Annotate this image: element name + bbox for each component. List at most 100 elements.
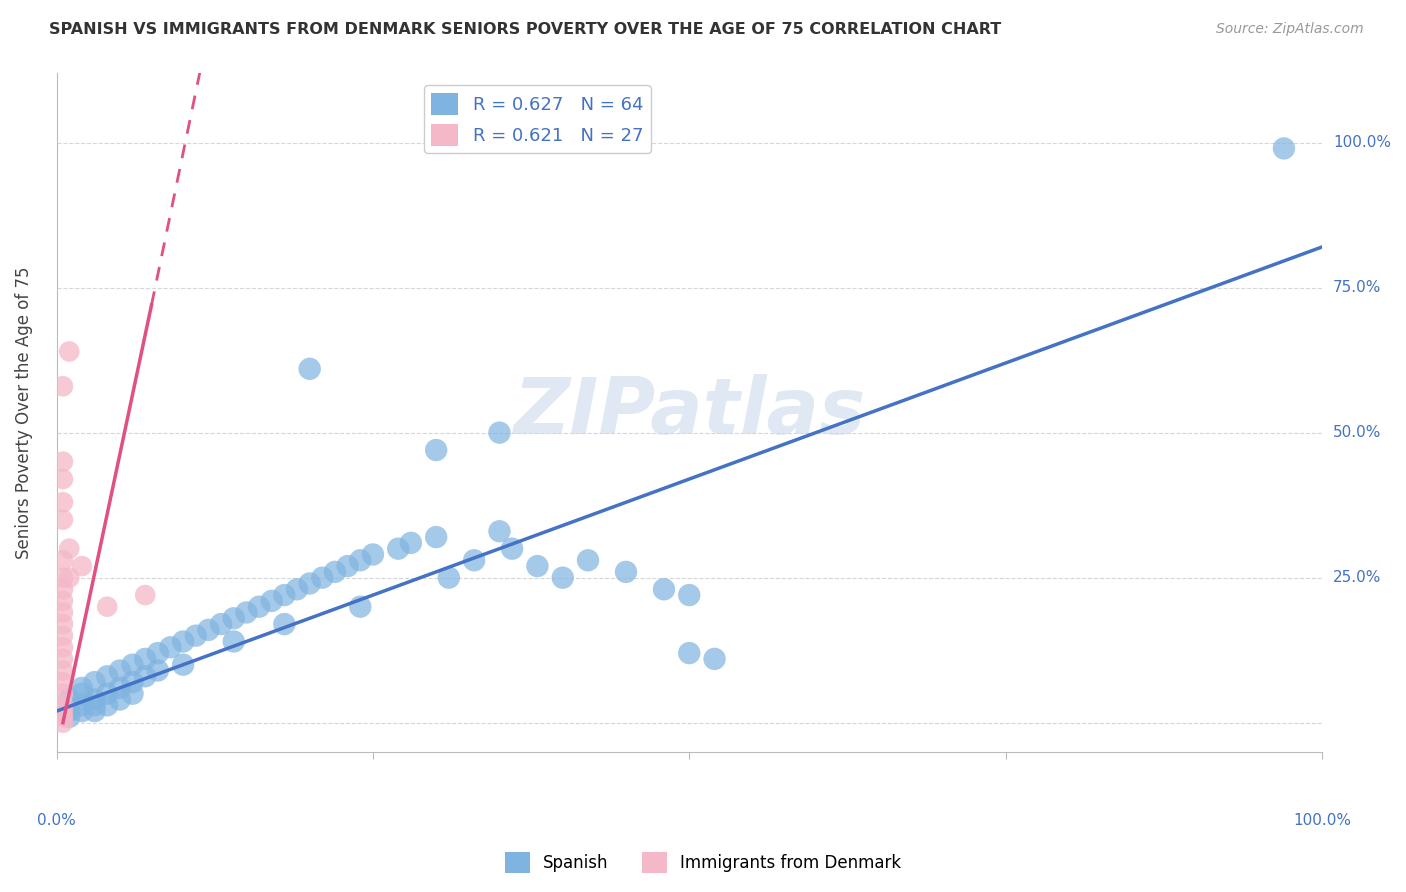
Y-axis label: Seniors Poverty Over the Age of 75: Seniors Poverty Over the Age of 75 [15, 266, 32, 558]
Point [52, 629, 75, 643]
Point [52, 698, 75, 713]
Point [52, 571, 75, 585]
Legend: Spanish, Immigrants from Denmark: Spanish, Immigrants from Denmark [498, 846, 908, 880]
Legend: R = 0.627   N = 64, R = 0.621   N = 27: R = 0.627 N = 64, R = 0.621 N = 27 [425, 86, 651, 153]
Point [58, 692, 80, 706]
Point [52, 710, 75, 724]
Point [121, 675, 143, 690]
Point [83, 675, 105, 690]
Point [121, 687, 143, 701]
Point [273, 588, 295, 602]
Point [108, 664, 131, 678]
Point [121, 657, 143, 672]
Point [222, 634, 245, 648]
Text: 100.0%: 100.0% [1333, 135, 1391, 150]
Point [83, 704, 105, 718]
Point [399, 536, 422, 550]
Point [52, 652, 75, 666]
Point [678, 646, 700, 660]
Point [83, 692, 105, 706]
Point [70, 698, 93, 713]
Point [247, 599, 270, 614]
Point [70, 687, 93, 701]
Point [58, 344, 80, 359]
Point [488, 425, 510, 440]
Point [323, 565, 346, 579]
Point [52, 379, 75, 393]
Point [159, 640, 181, 655]
Point [52, 704, 75, 718]
Point [172, 657, 194, 672]
Point [52, 513, 75, 527]
Point [488, 524, 510, 539]
Point [96, 698, 118, 713]
Point [235, 606, 257, 620]
Point [70, 559, 93, 574]
Point [52, 715, 75, 730]
Point [298, 361, 321, 376]
Point [1272, 141, 1295, 155]
Point [184, 629, 207, 643]
Text: 100.0%: 100.0% [1294, 813, 1351, 828]
Point [58, 710, 80, 724]
Text: SPANISH VS IMMIGRANTS FROM DENMARK SENIORS POVERTY OVER THE AGE OF 75 CORRELATIO: SPANISH VS IMMIGRANTS FROM DENMARK SENIO… [49, 22, 1001, 37]
Point [52, 617, 75, 632]
Point [209, 617, 232, 632]
Point [52, 594, 75, 608]
Point [52, 606, 75, 620]
Point [425, 443, 447, 458]
Point [146, 664, 169, 678]
Point [273, 617, 295, 632]
Point [614, 565, 637, 579]
Point [134, 652, 156, 666]
Point [96, 599, 118, 614]
Point [146, 646, 169, 660]
Point [311, 571, 333, 585]
Point [52, 455, 75, 469]
Point [58, 704, 80, 718]
Point [83, 698, 105, 713]
Point [52, 640, 75, 655]
Point [501, 541, 523, 556]
Point [52, 675, 75, 690]
Point [52, 553, 75, 567]
Point [526, 559, 548, 574]
Point [437, 571, 460, 585]
Point [58, 571, 80, 585]
Point [52, 472, 75, 486]
Point [678, 588, 700, 602]
Point [361, 548, 384, 562]
Point [108, 692, 131, 706]
Point [703, 652, 725, 666]
Point [349, 599, 371, 614]
Point [134, 588, 156, 602]
Point [551, 571, 574, 585]
Point [652, 582, 675, 597]
Point [52, 582, 75, 597]
Point [260, 594, 283, 608]
Point [425, 530, 447, 544]
Point [336, 559, 359, 574]
Point [576, 553, 599, 567]
Text: 75.0%: 75.0% [1333, 280, 1381, 295]
Point [349, 553, 371, 567]
Point [463, 553, 485, 567]
Point [96, 669, 118, 683]
Point [285, 582, 308, 597]
Point [172, 634, 194, 648]
Point [387, 541, 409, 556]
Point [222, 611, 245, 625]
Point [197, 623, 219, 637]
Point [96, 687, 118, 701]
Point [52, 664, 75, 678]
Text: Source: ZipAtlas.com: Source: ZipAtlas.com [1216, 22, 1364, 37]
Text: ZIPatlas: ZIPatlas [513, 375, 865, 450]
Point [70, 704, 93, 718]
Point [70, 681, 93, 695]
Point [108, 681, 131, 695]
Text: 50.0%: 50.0% [1333, 425, 1381, 440]
Text: 0.0%: 0.0% [37, 813, 76, 828]
Point [52, 687, 75, 701]
Point [52, 495, 75, 509]
Point [58, 541, 80, 556]
